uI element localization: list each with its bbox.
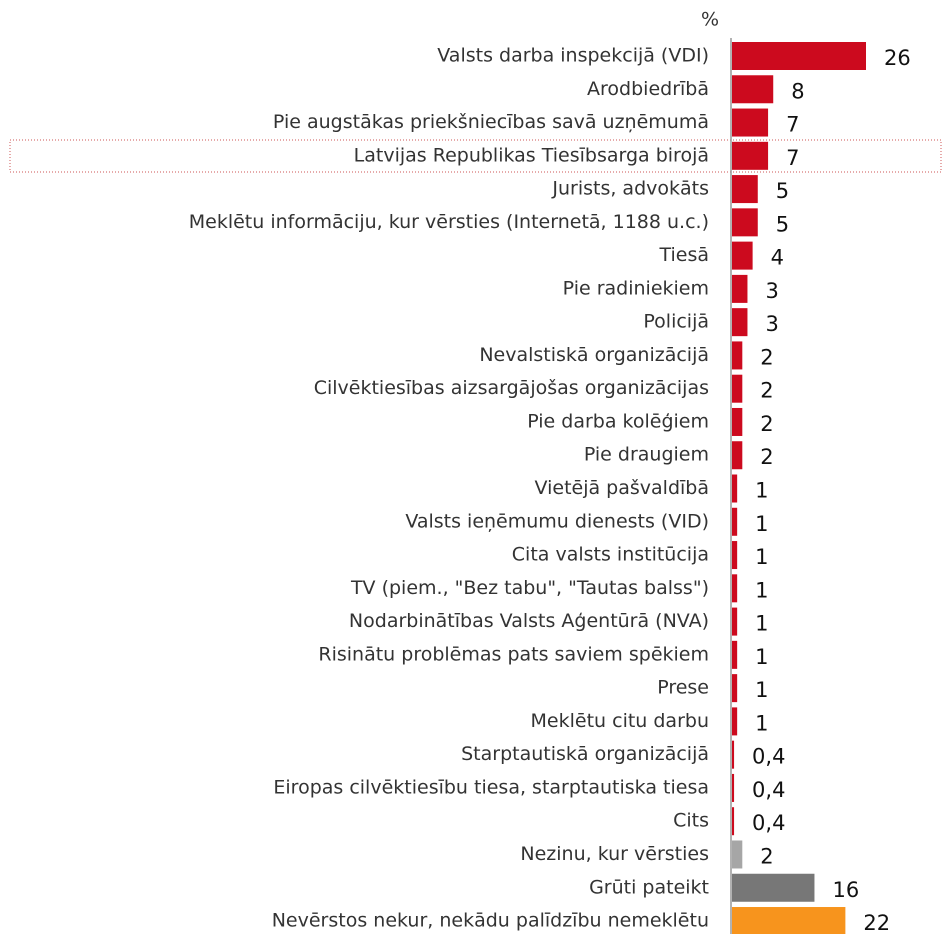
bar bbox=[732, 907, 846, 934]
category-label: Nezinu, kur vērsties bbox=[520, 843, 709, 865]
category-label: Grūti pateikt bbox=[589, 876, 709, 898]
bar bbox=[732, 42, 866, 70]
category-label: Starptautiskā organizācijā bbox=[461, 743, 709, 765]
value-label: 1 bbox=[755, 711, 768, 735]
category-label: Jurists, advokāts bbox=[551, 178, 709, 200]
value-label: 5 bbox=[776, 179, 789, 203]
category-label: Nodarbinātības Valsts Aģentūrā (NVA) bbox=[349, 610, 709, 632]
bar bbox=[732, 141, 769, 170]
value-label: 16 bbox=[832, 878, 859, 902]
value-label: 3 bbox=[765, 279, 778, 303]
bar bbox=[732, 541, 738, 570]
category-label: Valsts ieņēmumu dienests (VID) bbox=[405, 510, 709, 532]
value-label: 1 bbox=[755, 612, 768, 636]
category-label: Latvijas Republikas Tiesībsarga birojā bbox=[354, 144, 709, 166]
value-label: 4 bbox=[771, 246, 784, 270]
value-label: 7 bbox=[786, 146, 799, 170]
category-label: Vietējā pašvaldībā bbox=[535, 477, 709, 499]
value-label: 22 bbox=[863, 911, 890, 934]
category-label: TV (piem., "Bez tabu", "Tautas balss") bbox=[350, 577, 709, 599]
bar bbox=[732, 640, 738, 669]
value-label: 8 bbox=[791, 79, 804, 103]
value-label: 3 bbox=[765, 312, 778, 336]
category-label: Pie darba kolēģiem bbox=[527, 410, 709, 432]
bar bbox=[732, 341, 743, 370]
value-label: 1 bbox=[755, 512, 768, 536]
selection-outline bbox=[9, 139, 942, 173]
value-label: 0,4 bbox=[752, 778, 785, 802]
value-label: 1 bbox=[755, 479, 768, 503]
value-label: 2 bbox=[760, 844, 773, 868]
bar bbox=[732, 75, 774, 104]
category-label: Valsts darba inspekcijā (VDI) bbox=[437, 45, 709, 67]
value-label: 2 bbox=[760, 379, 773, 403]
value-label: 1 bbox=[755, 645, 768, 669]
value-label: 2 bbox=[760, 345, 773, 369]
category-label: Risinātu problēmas pats saviem spēkiem bbox=[318, 643, 709, 665]
category-label: Eiropas cilvēktiesību tiesa, starptautis… bbox=[273, 776, 709, 798]
category-label: Nevalstiskā organizācijā bbox=[479, 344, 709, 366]
bar bbox=[732, 241, 753, 270]
category-label: Prese bbox=[657, 677, 709, 699]
value-label: 2 bbox=[760, 445, 773, 469]
bar bbox=[732, 807, 735, 836]
bar bbox=[732, 707, 738, 736]
value-label: 0,4 bbox=[752, 745, 785, 769]
category-label: Arodbiedrībā bbox=[587, 78, 709, 100]
category-label: Cilvēktiesības aizsargājošas organizācij… bbox=[314, 377, 709, 399]
category-label: Pie draugiem bbox=[584, 444, 709, 466]
bar bbox=[732, 674, 738, 703]
bar bbox=[732, 574, 738, 603]
bar bbox=[732, 274, 748, 303]
value-label: 0,4 bbox=[752, 811, 785, 835]
bar bbox=[732, 407, 743, 436]
category-label: Meklētu informāciju, kur vērsties (Inter… bbox=[189, 211, 709, 233]
bar bbox=[732, 507, 738, 536]
bar bbox=[732, 208, 758, 237]
value-label: 7 bbox=[786, 113, 799, 137]
value-label: 2 bbox=[760, 412, 773, 436]
value-label: 26 bbox=[884, 46, 911, 70]
bar bbox=[732, 308, 748, 337]
category-label: Policijā bbox=[643, 311, 709, 333]
bar bbox=[732, 773, 735, 802]
category-label: Pie radiniekiem bbox=[563, 277, 709, 299]
category-label: Tiesā bbox=[658, 244, 709, 266]
bar bbox=[732, 175, 758, 204]
category-label: Pie augstākas priekšniecības savā uzņēmu… bbox=[273, 111, 709, 133]
value-label: 1 bbox=[755, 678, 768, 702]
value-label: 1 bbox=[755, 545, 768, 569]
bar bbox=[732, 474, 738, 503]
bar bbox=[732, 840, 743, 869]
category-label: Cita valsts institūcija bbox=[512, 544, 709, 566]
bar bbox=[732, 374, 743, 403]
category-label: Meklētu citu darbu bbox=[531, 710, 709, 732]
bar bbox=[732, 607, 738, 636]
bar bbox=[732, 108, 769, 137]
category-label: Cits bbox=[673, 810, 709, 832]
bar bbox=[732, 740, 735, 769]
unit-label: % bbox=[701, 9, 719, 31]
bar bbox=[732, 873, 815, 902]
value-label: 5 bbox=[776, 212, 789, 236]
category-label: Nevērstos nekur, nekādu palīdzību nemekl… bbox=[272, 910, 709, 932]
bar bbox=[732, 441, 743, 470]
value-label: 1 bbox=[755, 578, 768, 602]
